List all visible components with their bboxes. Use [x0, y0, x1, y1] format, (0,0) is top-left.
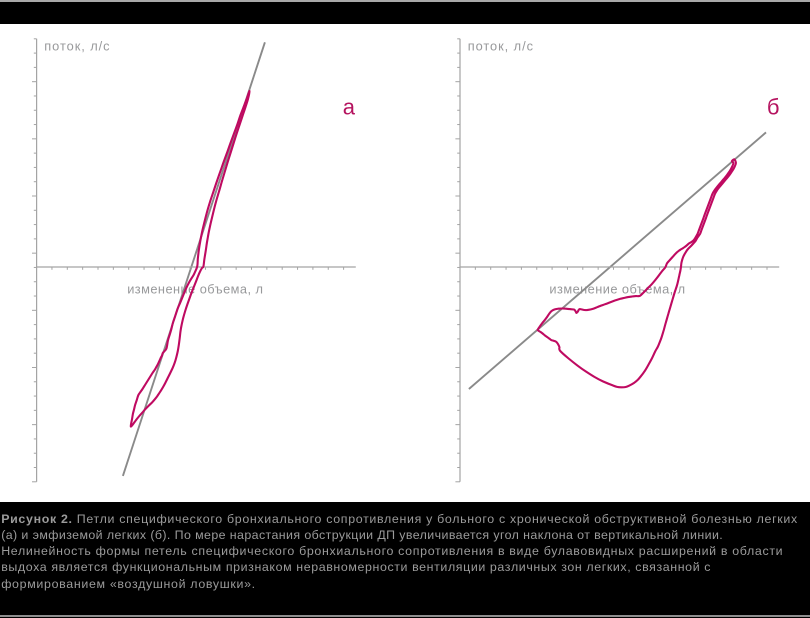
svg-text:б: б — [767, 95, 780, 120]
svg-text:а: а — [343, 95, 356, 120]
svg-text:изменение объема, л: изменение объема, л — [549, 282, 685, 297]
svg-text:поток, л/с: поток, л/с — [468, 38, 534, 53]
svg-text:изменение объема, л: изменение объема, л — [127, 282, 263, 297]
svg-text:поток, л/с: поток, л/с — [44, 38, 110, 53]
